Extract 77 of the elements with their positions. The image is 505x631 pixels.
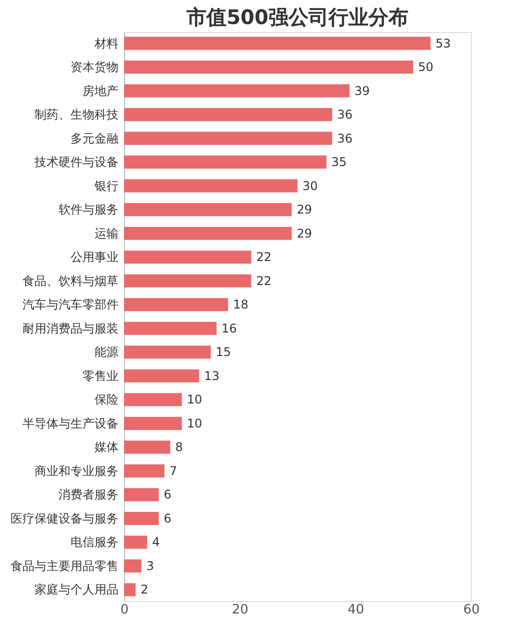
y-tick-label: 房地产: [82, 84, 118, 98]
bar: [124, 156, 326, 169]
y-tick-label: 运输: [94, 226, 118, 240]
bar: [124, 132, 332, 145]
data-label: 29: [296, 226, 312, 240]
y-tick-label: 资本货物: [70, 60, 118, 74]
y-tick-label: 公用事业: [70, 250, 118, 264]
data-label: 50: [418, 60, 434, 74]
y-tick-label: 零售业: [82, 368, 118, 383]
bar: [124, 440, 170, 454]
bar: [124, 250, 252, 264]
bar: [124, 346, 211, 359]
y-tick-label: 制药、生物科技: [34, 108, 118, 122]
x-tick-label: 20: [232, 602, 248, 618]
y-tick-label: 银行: [94, 178, 118, 193]
y-tick-label: 保险: [94, 392, 118, 407]
y-tick-label: 消费者服务: [58, 488, 118, 502]
data-label: 16: [222, 321, 237, 336]
y-tick-label: 多元金融: [70, 131, 118, 146]
data-label: 39: [354, 84, 370, 98]
y-tick-label: 媒体: [94, 440, 118, 454]
data-label: 36: [337, 131, 352, 146]
bar: [124, 393, 182, 406]
data-label: 30: [302, 178, 318, 193]
bar: [124, 203, 292, 216]
bar: [124, 559, 142, 572]
bar: [124, 322, 217, 335]
bar: [124, 512, 159, 525]
bar: [124, 179, 298, 192]
y-tick-label: 家庭与个人用品: [34, 582, 118, 597]
data-label: 10: [186, 416, 202, 430]
y-tick-label: 软件与服务: [58, 202, 118, 217]
y-tick-label: 汽车与汽车零部件: [22, 298, 118, 312]
bar: [124, 583, 136, 596]
chart-title: 市值500强公司行业分布: [186, 5, 408, 29]
bar: [124, 464, 164, 478]
y-tick-label: 半导体与生产设备: [22, 416, 118, 430]
data-label: 10: [186, 392, 202, 407]
y-tick-label: 商业和专业服务: [34, 464, 118, 478]
y-tick-label: 耐用消费品与服装: [22, 321, 118, 336]
y-tick-label: 食品、饮料与烟草: [22, 274, 118, 288]
y-tick-label: 技术硬件与设备: [34, 155, 118, 170]
data-label: 2: [140, 582, 148, 597]
bar: [124, 298, 228, 312]
data-label: 35: [331, 155, 347, 170]
bar: [124, 274, 252, 288]
data-label: 15: [216, 345, 232, 360]
data-label: 22: [256, 274, 272, 288]
bar: [124, 488, 159, 502]
data-label: 36: [337, 108, 352, 122]
bar: [124, 226, 292, 240]
y-tick-label: 医疗保健设备与服务: [10, 511, 118, 526]
data-label: 3: [146, 558, 154, 573]
x-tick-label: 40: [348, 602, 364, 618]
x-tick-label: 60: [463, 602, 480, 618]
data-label: 8: [175, 440, 183, 454]
y-tick-label: 电信服务: [70, 535, 118, 550]
bar: [124, 416, 182, 430]
y-tick-label: 能源: [94, 345, 118, 360]
data-label: 53: [436, 36, 451, 50]
data-label: 4: [152, 535, 160, 550]
data-label: 29: [296, 202, 312, 217]
data-label: 22: [256, 250, 272, 264]
bar: [124, 369, 200, 382]
y-tick-label: 材料: [94, 36, 118, 50]
bar: [124, 36, 431, 50]
bar: [124, 84, 350, 98]
data-label: 13: [204, 368, 220, 383]
bar: [124, 60, 414, 74]
bar: [124, 536, 148, 549]
bar: [124, 108, 332, 122]
data-label: 6: [164, 488, 172, 502]
data-label: 6: [164, 511, 172, 526]
y-tick-label: 食品与主要用品零售: [10, 558, 118, 573]
data-label: 18: [233, 298, 248, 312]
x-tick-label: 0: [120, 602, 129, 618]
data-label: 7: [169, 464, 178, 478]
